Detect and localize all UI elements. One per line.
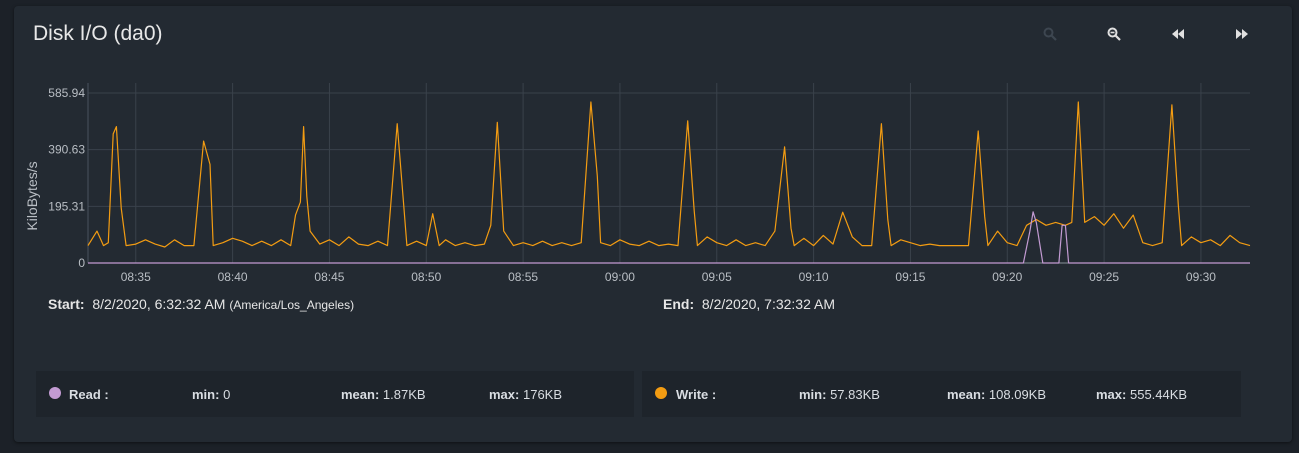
write-min: min: 57.83KB [799, 387, 880, 402]
x-tick-label: 09:10 [799, 270, 829, 284]
x-tick-label: 08:50 [411, 270, 441, 284]
read-max-value: 176KB [522, 387, 563, 402]
x-tick-label: 09:30 [1186, 270, 1216, 284]
chart-toolbar [1006, 22, 1262, 46]
write-mean-label: mean: [947, 387, 986, 402]
read-min: min: 0 [192, 387, 230, 402]
start-value: 8/2/2020, 6:32:32 AM [92, 296, 226, 312]
step-forward-button[interactable] [1222, 22, 1262, 46]
x-tick-label: 09:20 [992, 270, 1022, 284]
write-dot [655, 387, 667, 399]
x-tick-label: 08:35 [121, 270, 151, 284]
write-max: max: 555.44KB [1096, 387, 1187, 402]
start-range: Start: 8/2/2020, 6:32:32 AM (America/Los… [48, 296, 354, 312]
series-line-read [88, 211, 1250, 264]
y-tick-label: 195.31 [48, 199, 85, 213]
start-label: Start: [48, 296, 85, 312]
line-chart: 0 195.31 390.63 585.94 08:35 08:40 08:45 08:50 0… [24, 83, 1251, 284]
x-tick-label: 08:45 [314, 270, 344, 284]
y-tick-label: 0 [78, 256, 85, 270]
legend-write: Write : min: 57.83KB mean: 108.09KB max:… [642, 371, 1241, 417]
chart-card: Disk I/O (da0) [14, 6, 1292, 442]
zoom-out-icon [1107, 27, 1121, 41]
read-max: max: 176KB [489, 387, 562, 402]
write-min-value: 57.83KB [830, 387, 880, 402]
y-tick-label: 390.63 [48, 143, 85, 157]
step-back-icon [1172, 29, 1184, 39]
y-axis-label: KiloBytes/s [24, 161, 40, 230]
read-mean-label: mean: [341, 387, 380, 402]
read-min-label: min: [192, 387, 220, 402]
read-mean-value: 1.87KB [382, 387, 426, 402]
x-tick-label: 08:40 [218, 270, 248, 284]
end-range: End: 8/2/2020, 7:32:32 AM [663, 296, 835, 312]
step-back-button[interactable] [1158, 22, 1198, 46]
write-mean-value: 108.09KB [988, 387, 1047, 402]
read-mean: mean: 1.87KB [341, 387, 426, 402]
zoom-out-button[interactable] [1094, 22, 1134, 46]
series-line-write [87, 101, 1251, 248]
read-name: Read : [69, 387, 109, 402]
write-min-label: min: [799, 387, 827, 402]
zoom-in-icon [1043, 27, 1057, 41]
read-max-label: max: [489, 387, 520, 402]
end-value: 8/2/2020, 7:32:32 AM [701, 296, 835, 312]
write-name: Write : [676, 387, 717, 402]
write-max-value: 555.44KB [1129, 387, 1188, 402]
write-mean: mean: 108.09KB [947, 387, 1046, 402]
x-tick-label: 09:05 [702, 270, 732, 284]
write-max-label: max: [1096, 387, 1127, 402]
y-tick-label: 585.94 [48, 86, 85, 100]
legend-read: Read : min: 0 mean: 1.87KB max: 176KB [36, 371, 634, 417]
x-tick-label: 09:15 [895, 270, 925, 284]
x-tick-label: 09:25 [1089, 270, 1119, 284]
timezone: (America/Los_Angeles) [229, 298, 355, 312]
read-min-value: 0 [223, 387, 231, 402]
read-dot [49, 387, 61, 399]
end-label: End: [663, 296, 695, 312]
x-tick-label: 09:00 [605, 270, 635, 284]
chart-title: Disk I/O (da0) [33, 22, 163, 45]
x-tick-label: 08:55 [508, 270, 538, 284]
zoom-in-button[interactable] [1030, 22, 1070, 46]
step-forward-icon [1236, 29, 1248, 39]
